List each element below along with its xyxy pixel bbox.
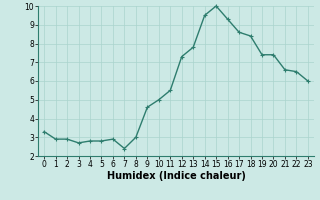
X-axis label: Humidex (Indice chaleur): Humidex (Indice chaleur) bbox=[107, 171, 245, 181]
